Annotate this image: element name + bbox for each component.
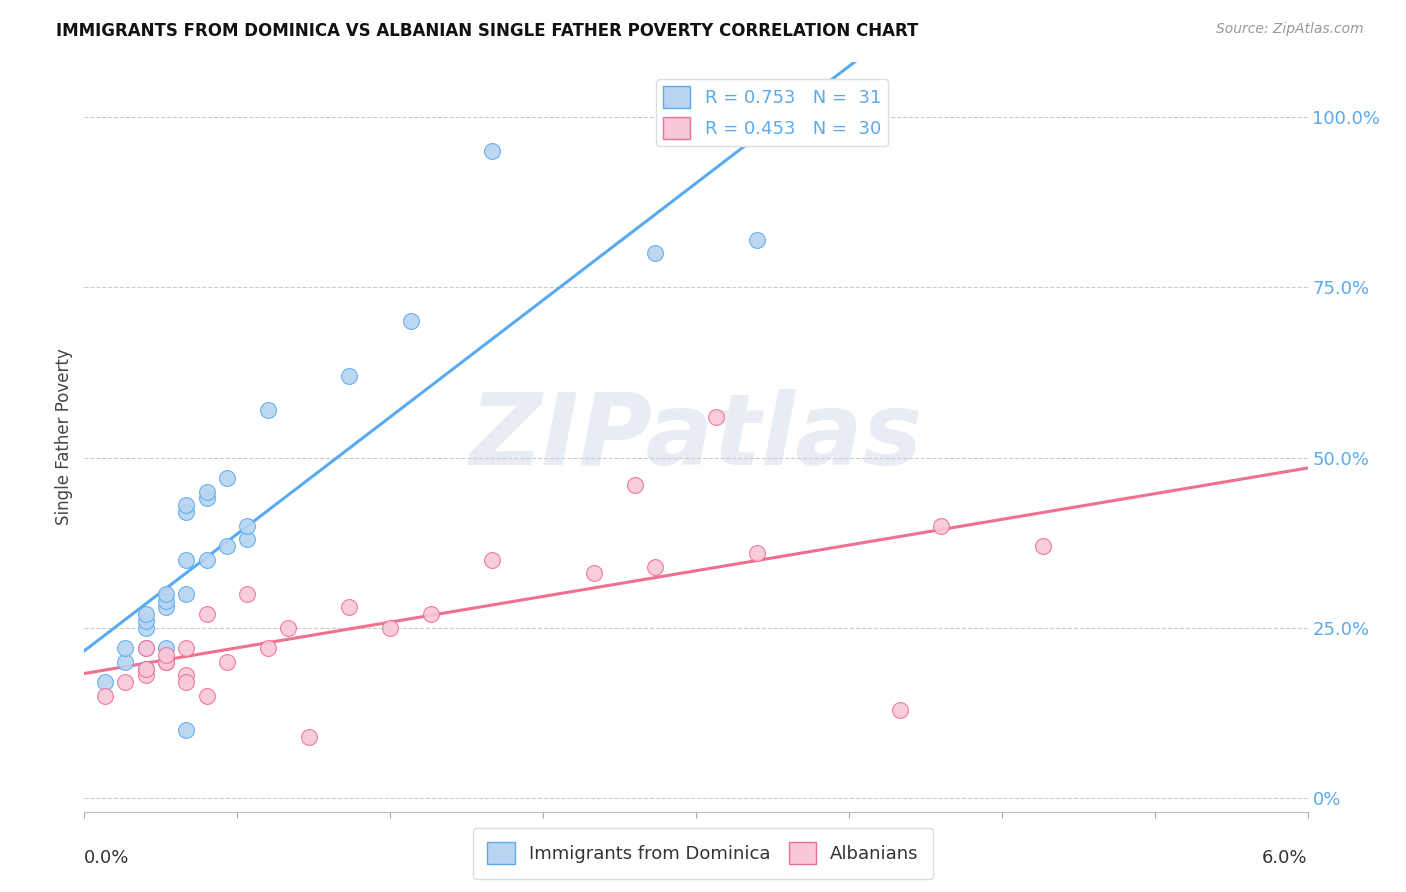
Legend: R = 0.753   N =  31, R = 0.453   N =  30: R = 0.753 N = 31, R = 0.453 N = 30 — [657, 79, 889, 146]
Point — [217, 655, 239, 669]
Point — [217, 539, 239, 553]
Point — [257, 402, 280, 417]
Point — [236, 533, 259, 547]
Point — [747, 546, 769, 560]
Point — [176, 675, 198, 690]
Point — [135, 641, 157, 656]
Text: ZIPatlas: ZIPatlas — [470, 389, 922, 485]
Point — [114, 641, 136, 656]
Point — [236, 518, 259, 533]
Point — [135, 614, 157, 628]
Point — [217, 471, 239, 485]
Point — [155, 655, 177, 669]
Point — [277, 621, 299, 635]
Point — [339, 600, 361, 615]
Point — [706, 409, 728, 424]
Point — [135, 641, 157, 656]
Point — [114, 675, 136, 690]
Point — [135, 668, 157, 682]
Point — [236, 587, 259, 601]
Point — [155, 655, 177, 669]
Point — [195, 552, 218, 566]
Point — [155, 600, 177, 615]
Point — [195, 484, 218, 499]
Text: 6.0%: 6.0% — [1263, 849, 1308, 867]
Point — [380, 621, 402, 635]
Point — [929, 518, 952, 533]
Point — [644, 246, 666, 260]
Point — [644, 559, 666, 574]
Point — [135, 662, 157, 676]
Point — [135, 662, 157, 676]
Point — [298, 730, 321, 744]
Text: IMMIGRANTS FROM DOMINICA VS ALBANIAN SINGLE FATHER POVERTY CORRELATION CHART: IMMIGRANTS FROM DOMINICA VS ALBANIAN SIN… — [56, 22, 918, 40]
Legend: Immigrants from Dominica, Albanians: Immigrants from Dominica, Albanians — [472, 828, 934, 879]
Point — [176, 552, 198, 566]
Point — [1032, 539, 1054, 553]
Point — [195, 491, 218, 506]
Point — [114, 655, 136, 669]
Point — [155, 641, 177, 656]
Point — [481, 144, 503, 158]
Point — [420, 607, 443, 622]
Point — [155, 648, 177, 662]
Point — [481, 552, 503, 566]
Point — [747, 233, 769, 247]
Point — [135, 607, 157, 622]
Point — [135, 621, 157, 635]
Point — [195, 607, 218, 622]
Point — [176, 505, 198, 519]
Point — [848, 110, 870, 124]
Point — [155, 587, 177, 601]
Point — [93, 689, 117, 703]
Point — [889, 702, 911, 716]
Point — [176, 587, 198, 601]
Point — [257, 641, 280, 656]
Point — [176, 723, 198, 737]
Point — [339, 368, 361, 383]
Point — [624, 477, 647, 491]
Point — [93, 675, 117, 690]
Point — [195, 689, 218, 703]
Text: 0.0%: 0.0% — [84, 849, 129, 867]
Point — [176, 498, 198, 512]
Point — [399, 314, 422, 328]
Point — [176, 668, 198, 682]
Point — [176, 641, 198, 656]
Point — [155, 593, 177, 607]
Text: Source: ZipAtlas.com: Source: ZipAtlas.com — [1216, 22, 1364, 37]
Y-axis label: Single Father Poverty: Single Father Poverty — [55, 349, 73, 525]
Point — [583, 566, 606, 581]
